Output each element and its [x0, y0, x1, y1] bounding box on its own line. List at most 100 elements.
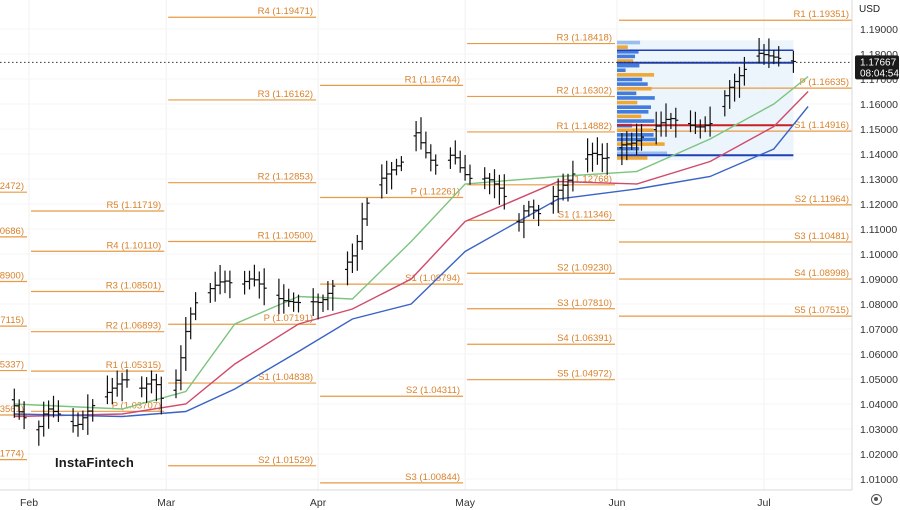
pivot-label: S2 (1.11964)	[795, 194, 849, 205]
ohlc-bar	[457, 150, 463, 173]
pivot-label: R5 (1.11719)	[106, 200, 161, 211]
pivot-label: S1 (1.04838)	[258, 372, 313, 383]
currency-selector[interactable]: USD	[859, 4, 881, 15]
ohlc-bar	[183, 317, 189, 371]
ohlc-bar	[21, 401, 27, 430]
ohlc-bar	[261, 268, 267, 306]
ohlc-bar	[692, 111, 698, 135]
ohlc-bar	[247, 270, 252, 290]
ohlc-bar	[124, 369, 130, 388]
pivot-label: S2 (1.04311)	[406, 385, 460, 396]
profile-bar	[617, 49, 639, 54]
ohlc-bar	[776, 46, 782, 67]
ohlc-bar	[496, 174, 502, 205]
pivot-label: S3 (1.00844)	[405, 472, 460, 483]
ohlc-bar	[291, 292, 297, 312]
price-tick-label: 1.04000	[860, 399, 898, 411]
moving-average-line	[14, 75, 809, 410]
profile-bar	[617, 73, 655, 77]
price-tick-label: 1.11000	[860, 224, 897, 236]
ohlc-bar	[722, 90, 728, 117]
ohlc-bar	[423, 131, 429, 159]
profile-bar	[617, 96, 655, 100]
ohlc-bar	[242, 270, 248, 295]
price-tick-label: 1.13000	[860, 174, 898, 186]
time-tick-label: Jul	[757, 497, 770, 509]
ohlc-bar	[139, 376, 145, 398]
profile-bar	[617, 45, 628, 49]
pivot-label: R2 (1.16302)	[557, 85, 612, 96]
pivot-label: R4 (1.10110)	[106, 240, 161, 251]
pivot-label: R1 (1.16744)	[405, 74, 460, 85]
profile-bar	[617, 151, 668, 156]
ohlc-bar	[212, 271, 218, 302]
price-axis[interactable]: 1.190001.180001.170001.160001.150001.140…	[851, 0, 900, 510]
ohlc-bar	[11, 388, 17, 418]
ohlc-bar	[104, 375, 110, 405]
ohlc-bar	[653, 111, 659, 145]
pivot-label: S3 (1.10481)	[794, 231, 849, 242]
ohlc-bar	[673, 107, 679, 138]
pivot-label: R2 (1.12853)	[258, 172, 313, 183]
ohlc-bar	[668, 112, 674, 130]
ohlc-bar	[296, 294, 301, 313]
ohlc-bar	[153, 373, 159, 402]
last-price-badge-bg	[855, 55, 899, 80]
price-tick-label: 1.12000	[860, 199, 898, 211]
pivot-label: S5 (1.04972)	[557, 369, 612, 380]
settings-icon[interactable]	[871, 494, 882, 505]
pivot-label: R3 (1.08501)	[106, 280, 161, 291]
ohlc-bar	[536, 204, 542, 227]
ohlc-bar	[80, 410, 86, 431]
ohlc-bar	[281, 284, 287, 314]
ohlc-bar	[315, 293, 321, 320]
ohlc-bar	[398, 156, 404, 172]
ohlc-bar	[114, 370, 120, 397]
ohlc-bar	[207, 282, 213, 303]
time-tick-label: Apr	[310, 497, 327, 509]
profile-bar	[617, 40, 641, 45]
ohlc-bar	[286, 288, 292, 307]
ohlc-bar	[555, 178, 561, 213]
pivot-label: P (1.12261)	[411, 186, 460, 197]
ohlc-bar	[766, 38, 772, 68]
ohlc-bar	[634, 123, 640, 156]
profile-bar	[617, 54, 636, 59]
ohlc-bar	[251, 264, 257, 287]
pivot-label: R4 (1.19471)	[258, 6, 313, 17]
profile-bar	[617, 119, 655, 123]
pivot-label: P (1.07115)	[0, 315, 24, 326]
pivot-label: R3 (1.12472)	[0, 181, 24, 192]
pivot-levels: R4 (1.19471) R1 (1.19351) R3 (1.18418) R1 (…	[0, 6, 852, 484]
ohlc-bar	[594, 137, 600, 165]
profile-bar	[617, 156, 648, 160]
time-axis[interactable]: Feb Mar Apr May Jun Jul	[0, 489, 852, 509]
pivot-label: R1 (1.14882)	[557, 121, 612, 132]
watermark-logo: InstaFintech	[55, 455, 134, 470]
pivot-label: S4 (1.08998)	[794, 268, 849, 279]
ohlc-bar	[256, 271, 262, 299]
pivot-label: S2 (1.09230)	[557, 262, 612, 273]
profile-bar	[617, 114, 642, 119]
pivot-label: P (1.16635)	[800, 77, 849, 88]
pivot-label: R1 (1.05315)	[106, 360, 161, 371]
ohlc-bar	[193, 292, 199, 321]
pivot-label: P (1.12768)	[563, 174, 612, 185]
ohlc-bar	[492, 169, 497, 199]
ohlc-bar	[737, 66, 742, 98]
ohlc-bar	[741, 56, 747, 86]
ohlc-bar	[55, 400, 61, 422]
last-price-countdown: 08:04:54	[860, 68, 899, 79]
price-tick-label: 1.19000	[860, 24, 898, 36]
moving-average-line	[14, 91, 809, 418]
ohlc-bar	[46, 400, 52, 429]
ohlc-bar	[482, 167, 488, 190]
moving-averages	[14, 75, 809, 418]
ohlc-bar	[501, 174, 507, 210]
ohlc-bar	[173, 369, 179, 399]
ohlc-bar	[619, 133, 625, 166]
pivot-label: S5 (1.07515)	[794, 305, 849, 316]
profile-bar	[617, 109, 649, 114]
ohlc-bar	[658, 111, 664, 137]
